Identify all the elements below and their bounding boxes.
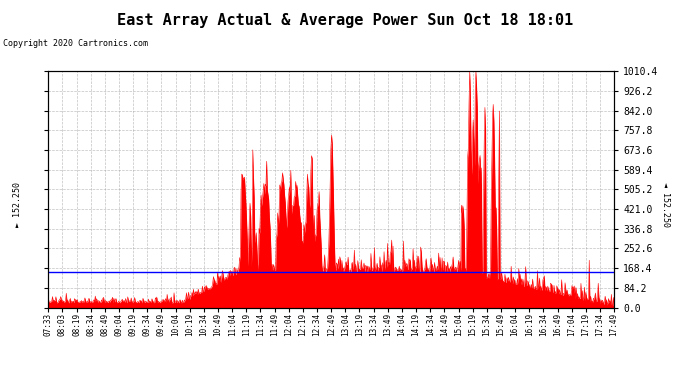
Text: Copyright 2020 Cartronics.com: Copyright 2020 Cartronics.com (3, 39, 148, 48)
Text: ◄ 152.250: ◄ 152.250 (661, 182, 671, 227)
Text: East Array Actual & Average Power Sun Oct 18 18:01: East Array Actual & Average Power Sun Oc… (117, 13, 573, 28)
Text: ► 152.250: ► 152.250 (12, 182, 22, 227)
